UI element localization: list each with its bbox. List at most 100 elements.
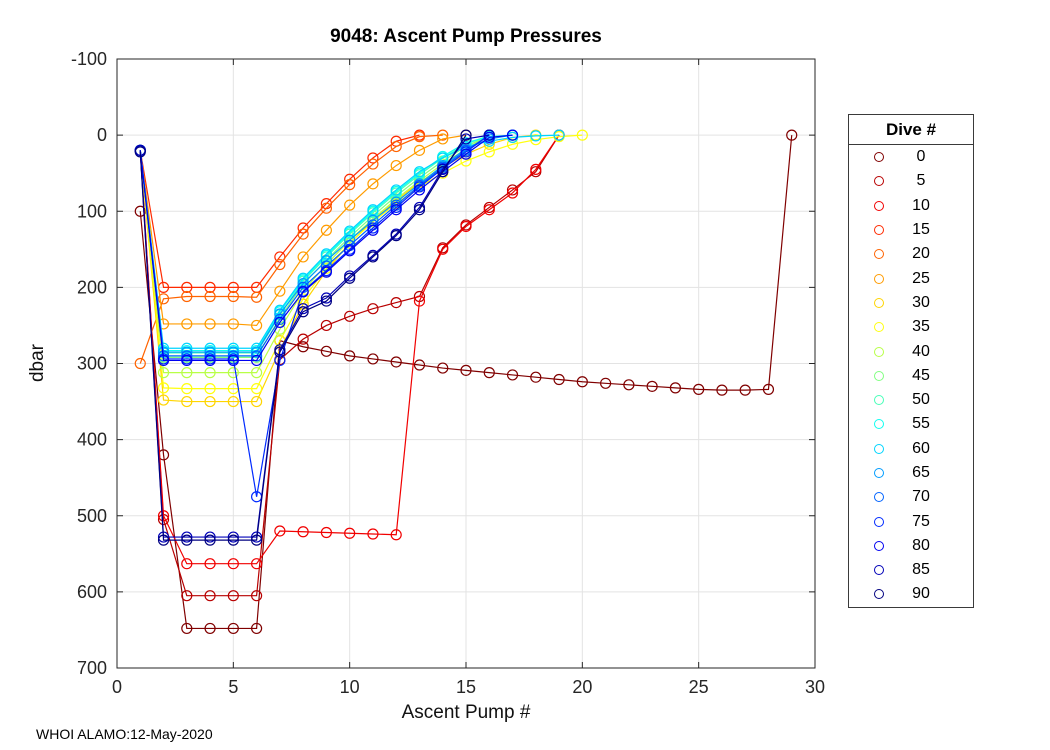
data-marker [460, 155, 472, 167]
data-marker [320, 224, 332, 236]
data-marker [274, 258, 286, 271]
data-marker [669, 382, 682, 394]
legend-entry-dive-60: 60 [849, 437, 973, 461]
legend-circle-marker-icon [874, 297, 884, 308]
series-line [139, 134, 560, 597]
series-line [139, 134, 420, 288]
series-line [139, 134, 490, 357]
data-marker [390, 230, 402, 242]
series-line [139, 134, 513, 353]
data-marker [181, 318, 193, 330]
data-marker [413, 181, 426, 193]
legend-label: 85 [912, 561, 930, 579]
legend: Dive # 0 5 10 15 20 25 30 35 40 45 50 55 60 65 70 75 80 8… [848, 114, 974, 608]
data-marker [320, 319, 332, 332]
series-line [139, 134, 513, 352]
y-tick-label: 500 [77, 506, 107, 526]
legend-title: Dive # [849, 115, 973, 145]
legend-label: 10 [912, 196, 930, 214]
data-marker [251, 558, 263, 570]
data-marker [134, 146, 146, 158]
data-marker [297, 306, 309, 318]
data-marker [460, 129, 472, 141]
legend-circle-marker-icon [874, 443, 884, 454]
data-marker [297, 303, 309, 315]
legend-label: 5 [916, 172, 926, 190]
series-line [139, 134, 490, 497]
legend-entry-dive-45: 45 [849, 364, 973, 388]
data-marker [437, 152, 449, 164]
series-line [139, 134, 490, 538]
series-dive-35 [134, 129, 588, 395]
data-marker [576, 129, 588, 141]
data-marker [413, 184, 426, 196]
data-marker [227, 346, 239, 358]
data-marker [390, 159, 402, 172]
data-marker [437, 129, 449, 141]
legend-circle-marker-icon [874, 249, 884, 260]
legend-label: 40 [912, 342, 930, 360]
data-marker [204, 622, 216, 635]
data-marker [390, 140, 402, 153]
data-marker [344, 225, 356, 237]
legend-circle-marker-icon [874, 346, 884, 357]
data-marker [483, 204, 495, 216]
data-marker [227, 622, 239, 635]
data-marker [157, 293, 170, 305]
legend-label: 50 [912, 391, 930, 409]
legend-label: 60 [912, 439, 930, 457]
series-line [139, 134, 560, 349]
data-marker [437, 362, 449, 374]
data-marker [413, 166, 426, 178]
data-marker [134, 357, 146, 370]
data-marker [460, 133, 472, 145]
data-marker [227, 531, 239, 543]
data-marker [274, 346, 286, 358]
legend-label: 35 [912, 318, 930, 336]
data-marker [413, 359, 426, 371]
data-marker [646, 380, 658, 392]
legend-entry-dive-0: 0 [849, 145, 973, 169]
legend-label: 55 [912, 415, 930, 433]
y-tick-label: -100 [71, 49, 107, 69]
data-marker [204, 558, 216, 570]
data-marker [344, 179, 356, 191]
data-marker [251, 291, 263, 303]
data-marker [530, 163, 542, 175]
data-marker [437, 166, 449, 178]
legend-circle-marker-icon [874, 322, 884, 333]
data-marker [390, 204, 402, 216]
x-tick-label: 10 [340, 677, 360, 697]
data-marker [274, 525, 286, 537]
data-marker [227, 590, 239, 602]
data-marker [320, 202, 332, 214]
legend-entry-dive-15: 15 [849, 218, 973, 242]
data-marker [344, 310, 356, 322]
data-marker [693, 383, 705, 395]
data-marker [227, 290, 239, 303]
legend-label: 80 [912, 536, 930, 554]
data-marker [367, 158, 379, 170]
series-dive-25 [134, 129, 472, 332]
data-marker [204, 354, 216, 367]
data-marker [181, 531, 193, 543]
legend-label: 65 [912, 464, 930, 481]
legend-entry-dive-65: 65 [849, 461, 973, 485]
data-marker [181, 281, 193, 293]
data-marker [344, 199, 356, 211]
data-marker [297, 228, 309, 240]
x-tick-label: 0 [112, 677, 122, 697]
data-marker [297, 526, 309, 538]
footer-watermark: WHOI ALAMO:12-May-2020 [36, 726, 213, 742]
legend-label: 15 [912, 221, 930, 239]
data-marker [274, 313, 286, 325]
legend-circle-marker-icon [874, 370, 884, 381]
data-marker [320, 292, 332, 304]
data-marker [251, 354, 263, 367]
data-marker [530, 130, 542, 142]
series-line [139, 134, 467, 327]
x-tick-label: 5 [228, 677, 238, 697]
series-dive-90 [134, 129, 472, 546]
data-marker [390, 356, 402, 368]
data-marker [227, 342, 239, 354]
